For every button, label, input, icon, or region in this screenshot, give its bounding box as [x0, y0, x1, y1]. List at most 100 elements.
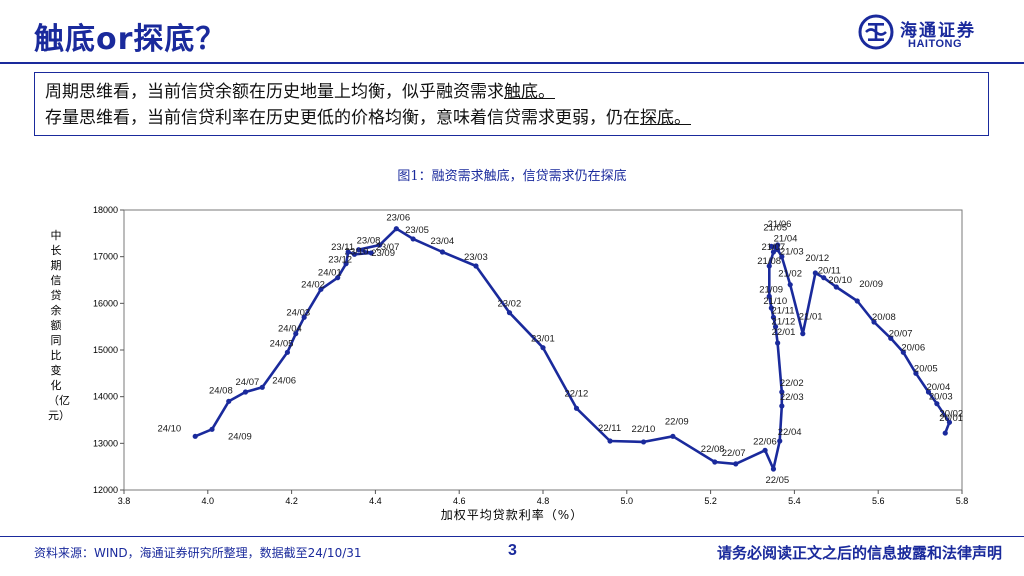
data-point [934, 401, 940, 407]
data-point [800, 331, 806, 337]
data-point [368, 250, 374, 256]
data-point [318, 286, 324, 292]
data-point [712, 459, 718, 465]
data-point [787, 282, 793, 288]
data-label: 24/05 [270, 338, 294, 349]
figure-title: 图1：融资需求触底，信贷需求仍在探底 [397, 169, 627, 184]
data-label: 24/04 [278, 324, 302, 335]
data-label: 20/10 [828, 275, 852, 286]
data-point [573, 405, 580, 411]
haitong-logo-icon [858, 14, 894, 50]
line-chart: 12000 13000 14000 15000 16000 17000 18000 3.8 4.… [93, 205, 969, 505]
data-label: 24/03 [286, 307, 310, 318]
data-point [473, 263, 479, 269]
header-divider [0, 62, 1024, 64]
x-tick-label: 5.0 [621, 496, 634, 505]
summary-line-1: 周期思维看，当前信贷余额在历史地量上均衡，似乎融资需求触底。 [45, 79, 978, 105]
data-label: 20/01 [939, 413, 963, 424]
data-point [871, 319, 877, 325]
data-point [209, 426, 215, 432]
data-point [775, 247, 781, 253]
data-label: 21/01 [799, 312, 823, 323]
data-label: 22/01 [772, 327, 796, 338]
data-label: 23/01 [531, 334, 555, 345]
data-label: 20/06 [901, 342, 925, 353]
data-point [733, 461, 739, 467]
data-label: 23/02 [497, 299, 521, 310]
data-label: 22/09 [665, 416, 689, 427]
data-label: 22/07 [722, 448, 746, 459]
x-tick-label: 5.4 [788, 496, 801, 505]
data-label: 22/04 [778, 427, 802, 438]
y-tick-label: 12000 [93, 485, 118, 495]
data-label: 21/06 [768, 219, 792, 230]
data-point [640, 439, 647, 445]
x-axis-label: 加权平均贷款利率（%） [440, 508, 584, 522]
data-label: 20/12 [805, 253, 829, 264]
data-label: 24/09 [228, 431, 252, 442]
footer-divider [0, 536, 1024, 537]
x-tick-label: 3.8 [118, 496, 131, 505]
data-point [393, 226, 399, 232]
data-point [335, 275, 341, 281]
y-tick-label: 17000 [93, 252, 118, 262]
data-point [540, 345, 546, 351]
data-label: 21/03 [780, 247, 804, 258]
x-tick-label: 4.6 [453, 496, 466, 505]
page-number: 3 [508, 542, 517, 559]
data-point [670, 433, 676, 439]
data-point [506, 310, 513, 316]
data-label: 22/10 [632, 424, 656, 435]
data-point [376, 242, 383, 248]
data-label: 20/05 [914, 363, 938, 374]
x-tick-label: 4.8 [537, 496, 550, 505]
data-label: 23/03 [464, 252, 488, 263]
data-label: 23/08 [357, 236, 381, 247]
summary-line-2-emphasis: 探底。 [640, 108, 691, 128]
data-point [821, 275, 827, 281]
data-label: 21/02 [778, 269, 802, 280]
data-label: 23/09 [371, 248, 395, 259]
data-label: 22/06 [753, 436, 777, 447]
data-label: 22/11 [598, 423, 621, 434]
data-point [356, 247, 362, 253]
data-label: 20/03 [929, 392, 953, 403]
data-point [242, 389, 249, 395]
data-point [779, 254, 785, 260]
data-label: 22/05 [765, 475, 789, 486]
data-label: 23/04 [430, 236, 454, 247]
data-point [226, 398, 232, 404]
data-point [192, 433, 198, 439]
data-label: 23/11 [331, 242, 354, 253]
data-point [770, 466, 777, 472]
data-label: 23/12 [328, 255, 352, 266]
data-label: 22/02 [780, 378, 804, 389]
data-label: 20/08 [872, 312, 896, 323]
x-tick-label: 5.2 [704, 496, 717, 505]
data-label: 24/07 [236, 377, 260, 388]
data-point [343, 261, 349, 267]
summary-box: 周期思维看，当前信贷余额在历史地量上均衡，似乎融资需求触底。 存量思维看，当前信… [34, 72, 989, 136]
data-point [770, 314, 777, 320]
data-label: 20/09 [859, 279, 883, 290]
data-point [942, 430, 948, 436]
data-point [301, 314, 307, 320]
y-tick-label: 13000 [93, 438, 118, 448]
data-label: 24/02 [301, 279, 325, 290]
x-tick-label: 5.8 [956, 496, 969, 505]
data-label: 20/04 [926, 382, 950, 393]
x-tick-label: 5.6 [872, 496, 885, 505]
data-point [439, 249, 446, 255]
data-label: 21/10 [763, 296, 787, 307]
data-point [925, 389, 932, 395]
data-label: 24/08 [209, 385, 233, 396]
legal-disclaimer: 请务必阅读正文之后的信息披露和法律声明 [716, 544, 1002, 562]
data-label: 21/04 [774, 234, 798, 245]
data-label: 20/11 [818, 266, 841, 277]
data-point [770, 249, 777, 255]
data-point [284, 349, 291, 355]
y-tick-label: 14000 [93, 392, 118, 402]
data-point [762, 447, 768, 453]
data-label: 23/10 [345, 246, 369, 257]
data-label: 22/03 [780, 392, 804, 403]
